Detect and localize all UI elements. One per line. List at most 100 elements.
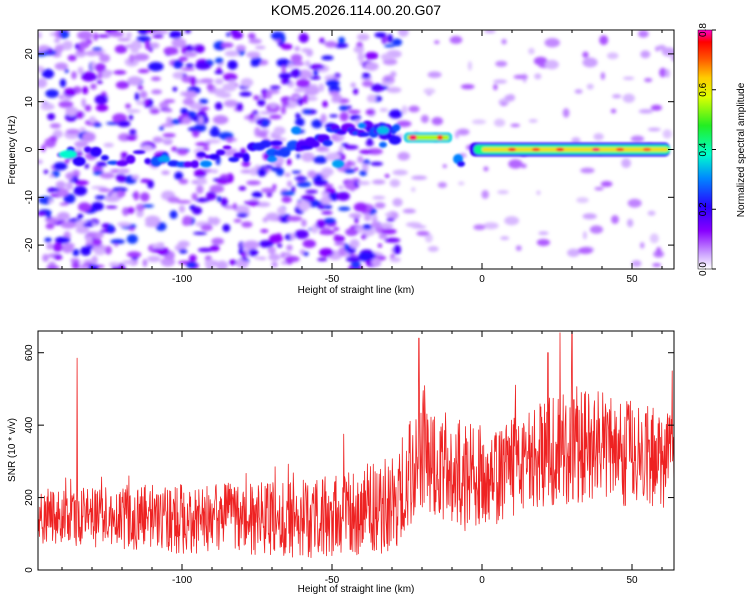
noise-blob <box>193 124 207 132</box>
snr-ytick-label: 400 <box>24 416 35 433</box>
noise-blob <box>665 68 670 78</box>
noise-blob <box>54 62 69 71</box>
noise-blob <box>273 126 284 136</box>
noise-blob <box>269 85 281 90</box>
noise-blob <box>63 87 76 97</box>
noise-blob <box>286 180 293 188</box>
noise-blob <box>99 53 111 63</box>
noise-blob <box>169 210 178 219</box>
noise-blob <box>129 227 135 232</box>
noise-blob <box>380 228 397 235</box>
noise-blob <box>214 57 224 64</box>
colorbar-label: Normalized spectral amplitude <box>736 82 747 217</box>
noise-blob <box>302 239 316 249</box>
noise-blob <box>53 254 63 260</box>
noise-blob <box>91 47 103 51</box>
noise-blob <box>183 90 197 99</box>
noise-blob <box>85 244 94 250</box>
noise-blob <box>38 159 43 165</box>
noise-blob <box>248 113 255 120</box>
noise-blob <box>345 228 359 237</box>
noise-blob <box>473 224 486 231</box>
noise-blob <box>319 37 325 44</box>
noise-blob <box>582 51 589 58</box>
noise-blob <box>64 68 69 73</box>
noise-blob <box>593 133 604 141</box>
noise-blob <box>493 79 508 84</box>
noise-blob <box>197 175 207 185</box>
noise-blob <box>319 229 335 235</box>
noise-blob <box>184 51 198 58</box>
noise-blob <box>611 215 619 224</box>
noise-blob <box>296 153 301 159</box>
noise-blob <box>513 74 529 80</box>
noise-blob <box>205 139 221 144</box>
noise-blob <box>125 103 131 109</box>
noise-blob <box>103 142 114 148</box>
noise-blob <box>43 169 49 174</box>
noise-blob <box>126 109 141 113</box>
noise-blob <box>580 167 595 174</box>
noise-blob <box>321 227 331 232</box>
noise-blob <box>161 123 175 127</box>
noise-blob <box>48 198 54 204</box>
noise-blob <box>622 76 635 80</box>
noise-blob <box>195 142 211 147</box>
noise-blob <box>236 212 249 218</box>
noise-blob <box>380 53 393 61</box>
noise-blob <box>128 114 134 121</box>
noise-blob <box>86 233 98 237</box>
noise-blob <box>384 237 401 243</box>
noise-blob <box>324 40 338 48</box>
noise-blob <box>198 116 204 125</box>
noise-blob <box>290 233 296 241</box>
noise-blob <box>649 233 659 244</box>
noise-blob <box>305 48 314 57</box>
colorbar: 0.0 0.2 0.4 0.6 0.8 Normalized spectral ampl… <box>697 23 747 276</box>
noise-blob <box>343 145 359 150</box>
spectrogram-xtick-label: -100 <box>172 274 192 285</box>
noise-blob <box>38 31 42 39</box>
snr-ylabel: SNR (10 * v/v) <box>7 418 18 482</box>
noise-blob <box>458 181 465 186</box>
noise-blob <box>357 155 364 164</box>
noise-blob <box>147 61 164 72</box>
snr-series-line <box>38 331 674 558</box>
noise-blob <box>166 116 173 125</box>
noise-blob <box>231 31 244 40</box>
noise-blob <box>366 94 377 103</box>
noise-blob <box>149 108 160 114</box>
noise-blob <box>323 217 336 225</box>
noise-blob <box>647 127 661 132</box>
noise-blob <box>349 239 360 249</box>
noise-blob <box>338 36 346 44</box>
noise-blob <box>544 59 559 70</box>
noise-blob <box>256 168 267 177</box>
noise-blob <box>254 45 266 50</box>
signal-blob <box>115 160 129 167</box>
noise-blob <box>238 186 247 191</box>
noise-blob <box>411 187 416 193</box>
noise-blob <box>248 248 259 257</box>
noise-blob <box>297 69 313 79</box>
snr-xlabel: Height of straight line (km) <box>298 584 415 595</box>
noise-blob <box>38 211 47 216</box>
noise-blob <box>538 231 549 236</box>
noise-blob <box>427 246 439 252</box>
noise-blob <box>361 163 367 170</box>
noise-blob <box>92 238 102 247</box>
noise-blob <box>257 256 267 261</box>
noise-blob <box>54 38 61 44</box>
noise-blob <box>224 50 240 57</box>
noise-blob <box>270 167 283 172</box>
noise-blob <box>567 248 580 257</box>
noise-blob <box>248 38 262 44</box>
noise-blob <box>501 38 507 45</box>
noise-blob <box>191 192 198 201</box>
noise-blob <box>290 68 301 79</box>
colorbar-tick-label: 0.2 <box>698 202 709 216</box>
noise-blob <box>427 71 442 79</box>
noise-blob <box>96 80 103 84</box>
noise-blob <box>396 120 412 128</box>
signal-blob <box>259 140 272 148</box>
